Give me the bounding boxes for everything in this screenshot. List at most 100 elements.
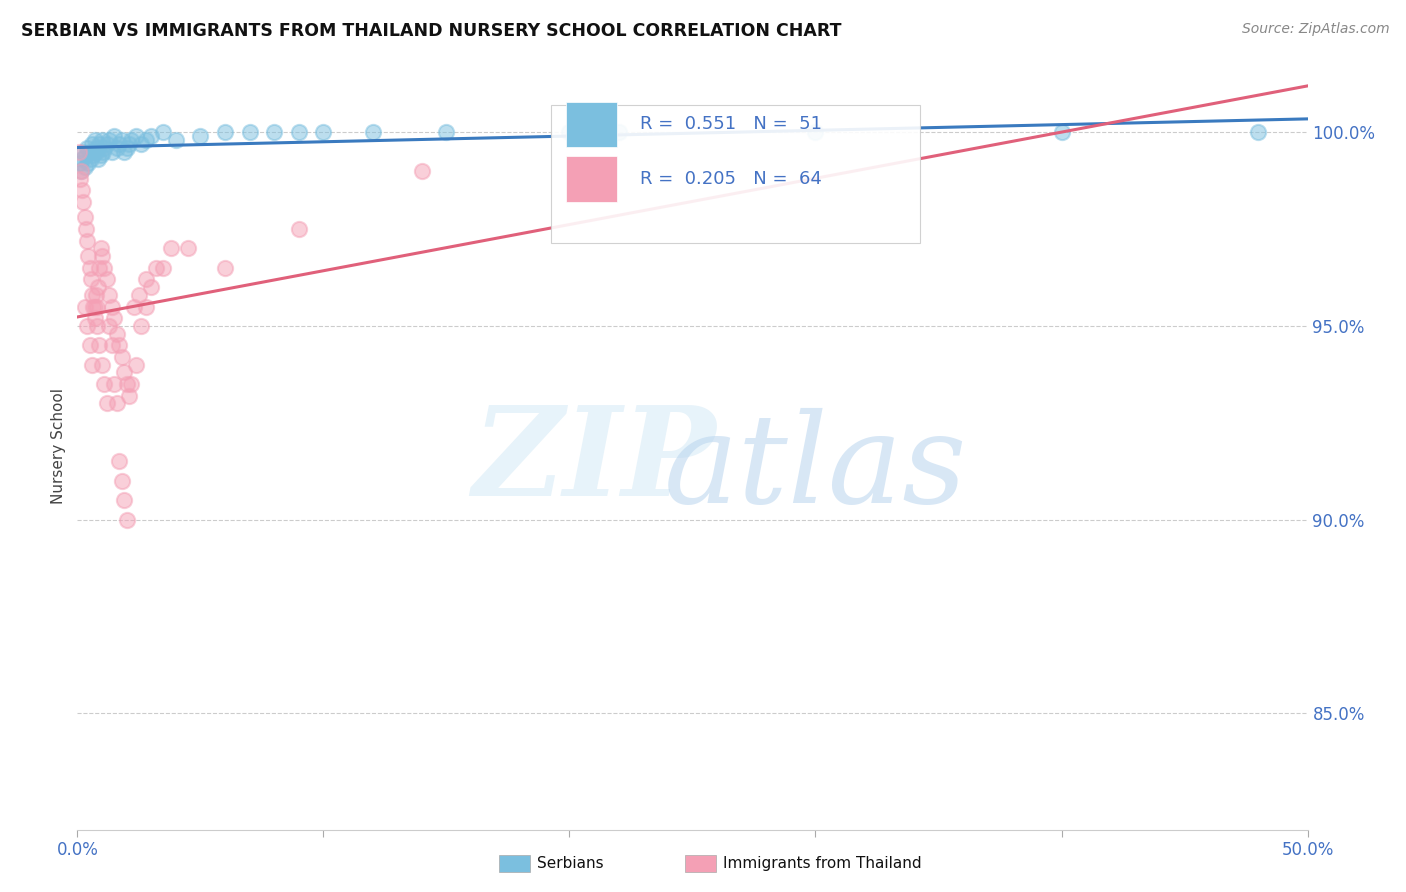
Point — [76, 234, 98, 248]
Point — [76, 141, 98, 155]
Point — [1247, 125, 1270, 139]
Point — [96, 272, 118, 286]
Point — [103, 311, 125, 326]
Point — [135, 133, 157, 147]
Point — [82, 148, 104, 162]
FancyBboxPatch shape — [565, 156, 617, 202]
Text: atlas: atlas — [664, 409, 967, 530]
Text: R =  0.205   N =  64: R = 0.205 N = 64 — [640, 170, 821, 188]
Point — [69, 156, 91, 170]
Point — [96, 396, 118, 410]
Point — [101, 145, 124, 159]
Text: R =  0.551   N =  51: R = 0.551 N = 51 — [640, 115, 821, 133]
Point — [83, 133, 105, 147]
Point — [90, 133, 114, 147]
Point — [112, 365, 135, 379]
Point — [141, 129, 163, 144]
Point — [361, 125, 384, 139]
Point — [90, 249, 114, 263]
FancyBboxPatch shape — [565, 102, 617, 147]
Point — [67, 145, 90, 159]
Point — [115, 513, 138, 527]
Point — [607, 125, 630, 139]
Point — [82, 136, 104, 151]
Point — [73, 211, 96, 225]
Text: SERBIAN VS IMMIGRANTS FROM THAILAND NURSERY SCHOOL CORRELATION CHART: SERBIAN VS IMMIGRANTS FROM THAILAND NURS… — [21, 22, 842, 40]
Point — [73, 160, 96, 174]
Point — [93, 377, 115, 392]
Point — [118, 389, 141, 403]
Point — [80, 153, 103, 167]
Point — [89, 136, 111, 151]
Point — [115, 141, 138, 155]
Point — [82, 300, 104, 314]
Point — [214, 260, 236, 275]
Point — [91, 145, 114, 159]
Point — [177, 241, 200, 255]
Point — [141, 280, 163, 294]
Point — [288, 125, 311, 139]
Text: Source: ZipAtlas.com: Source: ZipAtlas.com — [1241, 22, 1389, 37]
Point — [118, 136, 141, 151]
Point — [312, 125, 335, 139]
Point — [70, 183, 93, 197]
Point — [101, 338, 124, 352]
Point — [103, 129, 125, 144]
Point — [128, 288, 150, 302]
FancyBboxPatch shape — [551, 104, 920, 243]
Point — [188, 129, 212, 144]
Point — [83, 300, 105, 314]
Point — [111, 133, 132, 147]
Point — [135, 300, 157, 314]
Text: Serbians: Serbians — [537, 856, 603, 871]
Point — [87, 280, 110, 294]
Point — [214, 125, 236, 139]
Point — [79, 260, 101, 275]
Point — [101, 300, 124, 314]
Point — [77, 249, 100, 263]
Point — [90, 241, 112, 255]
Point — [93, 260, 115, 275]
Point — [111, 474, 132, 488]
Point — [76, 318, 98, 333]
Point — [145, 260, 167, 275]
Point — [108, 136, 131, 151]
Point — [108, 338, 131, 352]
Point — [86, 318, 108, 333]
Point — [70, 164, 93, 178]
Point — [558, 125, 581, 139]
Point — [86, 300, 108, 314]
Point — [84, 288, 107, 302]
Point — [75, 148, 97, 162]
Point — [804, 125, 827, 139]
Point — [103, 377, 125, 392]
Point — [112, 145, 135, 159]
Point — [105, 326, 128, 341]
Point — [93, 141, 115, 155]
Point — [105, 396, 128, 410]
Point — [96, 136, 118, 151]
Point — [436, 125, 458, 139]
Point — [125, 129, 148, 144]
Point — [263, 125, 285, 139]
Point — [129, 318, 153, 333]
Point — [83, 311, 105, 326]
Point — [79, 338, 101, 352]
Point — [165, 133, 187, 147]
Point — [125, 358, 148, 372]
Point — [239, 125, 262, 139]
Point — [160, 241, 183, 255]
Point — [90, 148, 112, 162]
Text: Immigrants from Thailand: Immigrants from Thailand — [723, 856, 921, 871]
Point — [69, 171, 91, 186]
Point — [73, 300, 96, 314]
Point — [129, 136, 153, 151]
Point — [108, 454, 131, 468]
Point — [112, 493, 135, 508]
Point — [89, 338, 111, 352]
Point — [86, 141, 108, 155]
Point — [411, 164, 433, 178]
Point — [98, 133, 121, 147]
Point — [82, 358, 104, 372]
Point — [105, 141, 128, 155]
